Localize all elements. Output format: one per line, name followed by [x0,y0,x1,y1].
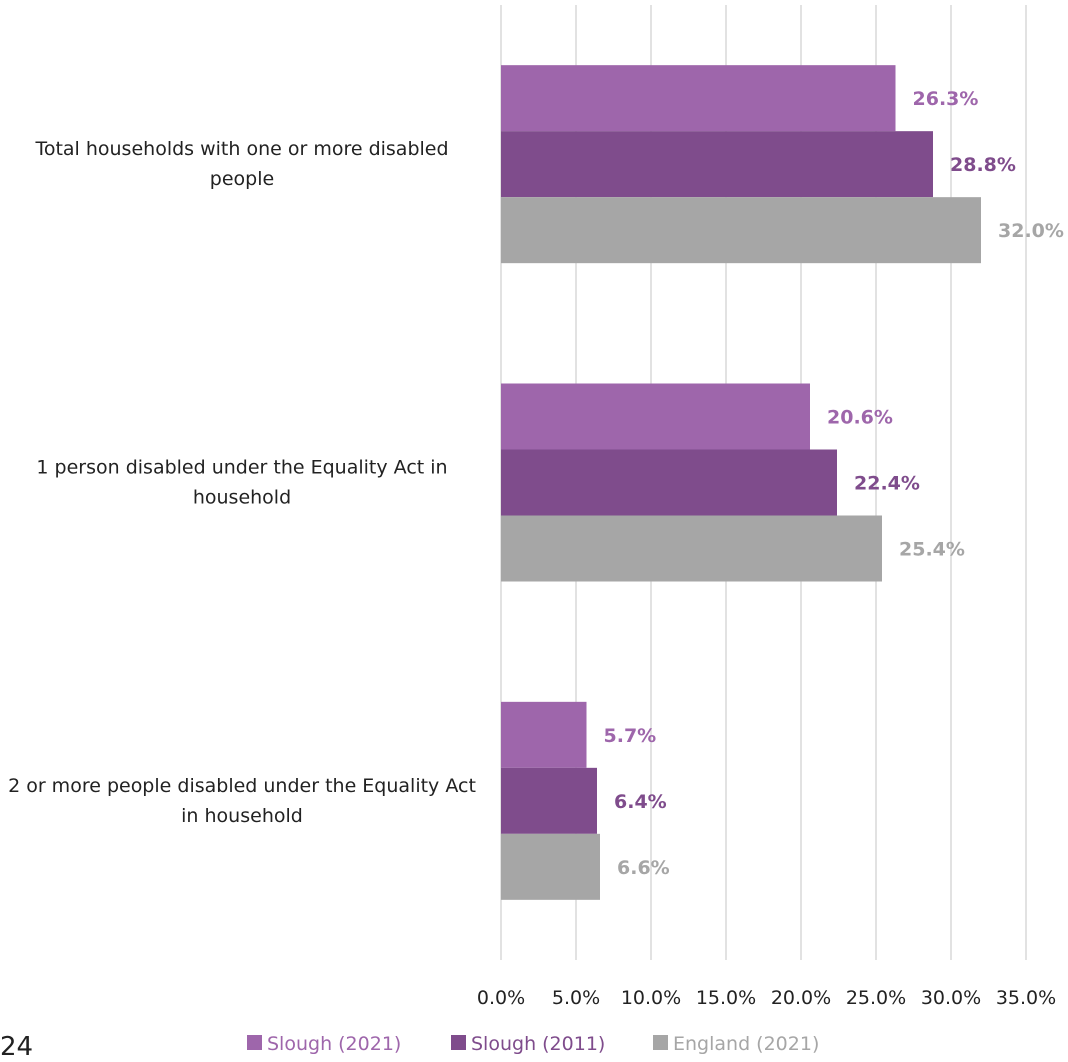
bar [501,768,597,834]
x-tick-label: 10.0% [621,987,681,1009]
legend-label: Slough (2021) [267,1033,401,1055]
bar [501,131,933,197]
data-label: 28.8% [950,154,1016,176]
x-tick-label: 15.0% [696,987,756,1009]
page-number: 24 [0,1032,33,1062]
legend: Slough (2021) Slough (2011) England (2021) [247,1033,819,1055]
legend-label: England (2021) [673,1033,819,1055]
category-label: 2 or more people disabled under the Equa… [8,775,476,827]
data-label: 26.3% [913,88,979,110]
data-label: 6.4% [614,791,667,813]
x-tick-label: 25.0% [846,987,906,1009]
x-tick-label: 30.0% [921,987,981,1009]
data-label: 5.7% [604,725,657,747]
category-label: Total households with one or more disabl… [34,138,448,190]
data-label: 32.0% [998,220,1064,242]
legend-label: Slough (2011) [471,1033,605,1055]
bar [501,384,810,450]
legend-swatch [451,1035,466,1050]
data-label: 20.6% [827,407,893,429]
bar [501,702,587,768]
data-label: 22.4% [854,473,920,495]
x-axis-tick-labels: 0.0% 5.0% 10.0% 15.0% 20.0% 25.0% 30.0% 35.0% [477,987,1056,1009]
bar [501,834,600,900]
legend-swatch [653,1035,668,1050]
category-label: 1 person disabled under the Equality Act… [36,457,447,509]
data-label: 6.6% [617,857,670,879]
x-tick-label: 0.0% [477,987,525,1009]
bar [501,516,882,582]
category-labels: Total households with one or more disabl… [8,138,476,827]
bar [501,450,837,516]
x-tick-label: 35.0% [996,987,1056,1009]
bar [501,197,981,263]
x-tick-label: 20.0% [771,987,831,1009]
x-tick-label: 5.0% [552,987,600,1009]
data-label: 25.4% [899,539,965,561]
bar [501,65,896,131]
legend-swatch [247,1035,262,1050]
